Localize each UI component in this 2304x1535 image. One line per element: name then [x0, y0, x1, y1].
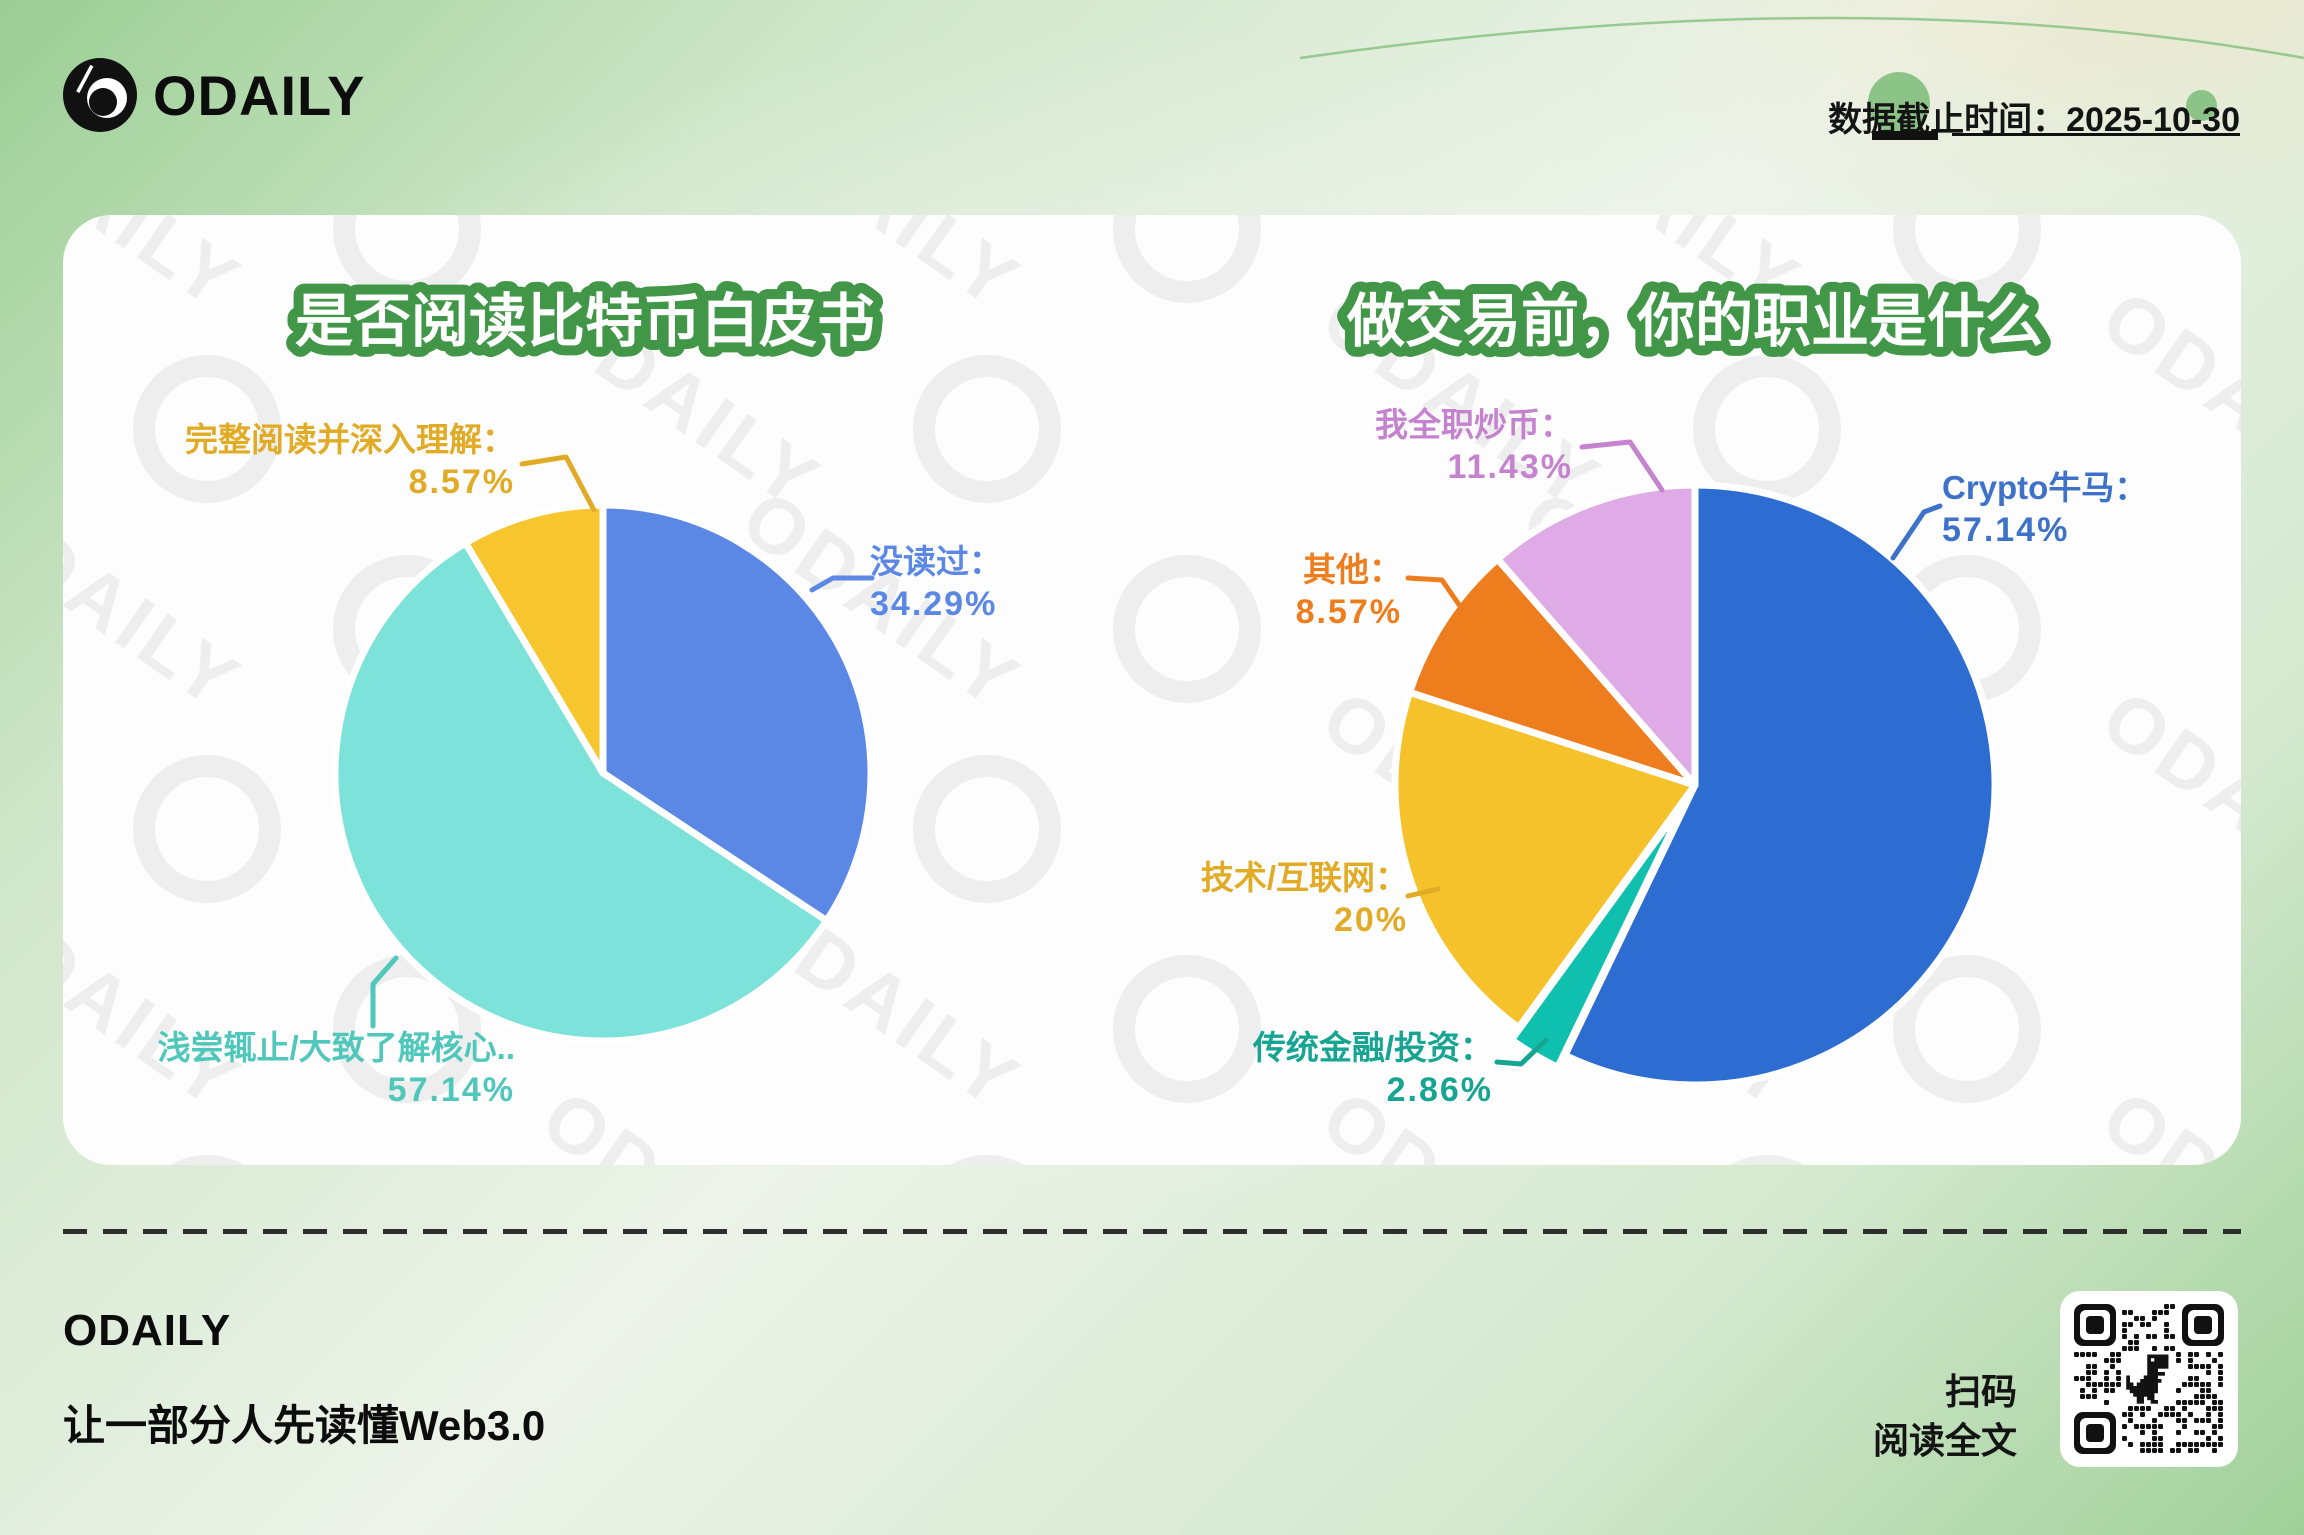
pie-chart-occupation: [1391, 481, 1999, 1089]
data-cutoff-date: 数据截止时间：2025-10-30: [1828, 92, 2240, 141]
date-underline-thick: [1872, 131, 1938, 140]
label-value: 2.86%: [1386, 1070, 1493, 1109]
svg-text:是否阅读比特币白皮书: 是否阅读比特币白皮书: [295, 289, 875, 354]
chart-title-left: 是否阅读比特币白皮书: [285, 279, 885, 364]
label-value: 20%: [1333, 900, 1408, 939]
decorative-curve: [1300, 16, 2304, 60]
pie-slice-Crypto牛马: [1561, 481, 1999, 1089]
pie-slice-其他: [1406, 555, 1699, 789]
dashed-divider: [63, 1229, 2241, 1234]
label-name: 没读过：: [870, 543, 1002, 580]
chart-label-other: 其他： 8.57%: [1252, 550, 1402, 633]
label-value: 8.57%: [1295, 592, 1402, 631]
label-value: 8.57%: [408, 462, 515, 501]
qr-caption-line1: 扫码: [1944, 1371, 2017, 1412]
label-value: 34.29%: [870, 584, 998, 623]
footer-brand: ODAILY: [63, 1306, 232, 1355]
label-name: 我全职炒币：: [1375, 406, 1573, 443]
label-name: 传统金融/投资：: [1252, 1029, 1493, 1066]
chart-label-traditional-finance: 传统金融/投资： 2.86%: [1163, 1028, 1493, 1111]
odaily-logo-icon: [63, 58, 137, 132]
chart-label-fulltime-trader: 我全职炒币： 11.43%: [1273, 405, 1573, 488]
pie-slice-浅尝辄止/大致了解核心..: [331, 539, 831, 1045]
date-highlight-circle-small: [2186, 90, 2217, 121]
label-name: 完整阅读并深入理解：: [185, 421, 515, 458]
date-underline-thin: [1952, 133, 2240, 136]
pie-slice-我全职炒币: [1494, 481, 1699, 789]
chart-label-crypto-worker: Crypto牛马： 57.14%: [1942, 468, 2147, 551]
pie-chart-whitepaper: [331, 501, 875, 1045]
label-name: 浅尝辄止/大致了解核心..: [157, 1029, 515, 1066]
label-name: 技术/互联网：: [1200, 859, 1408, 896]
qr-code-pattern: [2074, 1304, 2224, 1454]
footer-slogan: 让一部分人先读懂Web3.0: [63, 1402, 546, 1449]
label-value: 57.14%: [387, 1070, 515, 1109]
label-name: Crypto牛马：: [1942, 469, 2148, 506]
date-value: 2025-10-30: [2066, 101, 2240, 139]
chart-title-right: 做交易前，你的职业是什么: [1336, 279, 2053, 364]
date-highlight-circle: [1868, 72, 1930, 134]
svg-text:做交易前，你的职业是什么: 做交易前，你的职业是什么: [1346, 289, 2043, 354]
label-value: 11.43%: [1447, 447, 1573, 486]
brand-text: ODAILY: [153, 63, 366, 127]
header-brand: ODAILY: [63, 58, 365, 132]
dino-icon: [2126, 1354, 2169, 1404]
date-prefix: 数据截止时间：: [1828, 101, 2067, 139]
chart-label-never-read: 没读过： 34.29%: [870, 542, 1002, 625]
pie-slice-完整阅读并深入理解: [462, 501, 607, 777]
chart-label-fully-read: 完整阅读并深入理解： 8.57%: [135, 420, 515, 503]
chart-label-skimmed: 浅尝辄止/大致了解核心.. 57.14%: [135, 1028, 515, 1111]
qr-caption-line2: 阅读全文: [1872, 1419, 2017, 1461]
label-value: 57.14%: [1942, 510, 2070, 549]
chart-label-tech-internet: 技术/互联网： 20%: [1128, 858, 1408, 941]
qr-code: [2060, 1291, 2238, 1467]
pie-slice-技术/互联网: [1391, 688, 1699, 1032]
label-name: 其他：: [1303, 551, 1402, 588]
callout-lines: [370, 439, 1943, 1067]
qr-caption: 扫码 阅读全文: [1873, 1368, 2017, 1465]
